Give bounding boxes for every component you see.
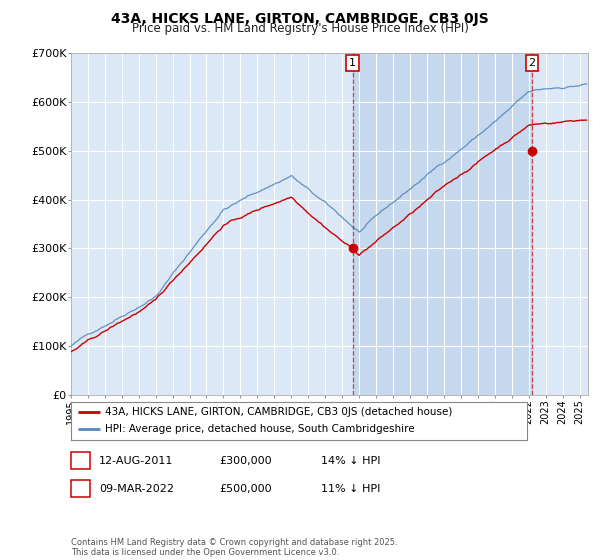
Text: £500,000: £500,000 [219, 484, 272, 494]
Bar [353, 53, 532, 395]
Text: 12-AUG-2011: 12-AUG-2011 [99, 456, 173, 466]
Text: 43A, HICKS LANE, GIRTON, CAMBRIDGE, CB3 0JS (detached house): 43A, HICKS LANE, GIRTON, CAMBRIDGE, CB3 … [105, 407, 452, 417]
Text: 1: 1 [349, 58, 356, 68]
Text: 09-MAR-2022: 09-MAR-2022 [99, 484, 174, 494]
Text: 1: 1 [77, 456, 84, 466]
Text: Contains HM Land Registry data © Crown copyright and database right 2025.
This d: Contains HM Land Registry data © Crown c… [71, 538, 397, 557]
Text: 43A, HICKS LANE, GIRTON, CAMBRIDGE, CB3 0JS: 43A, HICKS LANE, GIRTON, CAMBRIDGE, CB3 … [111, 12, 489, 26]
Text: 14% ↓ HPI: 14% ↓ HPI [321, 456, 380, 466]
Text: 2: 2 [529, 58, 535, 68]
Text: £300,000: £300,000 [219, 456, 272, 466]
Text: HPI: Average price, detached house, South Cambridgeshire: HPI: Average price, detached house, Sout… [105, 424, 415, 435]
Text: Price paid vs. HM Land Registry's House Price Index (HPI): Price paid vs. HM Land Registry's House … [131, 22, 469, 35]
Text: 2: 2 [77, 484, 84, 494]
Text: 11% ↓ HPI: 11% ↓ HPI [321, 484, 380, 494]
